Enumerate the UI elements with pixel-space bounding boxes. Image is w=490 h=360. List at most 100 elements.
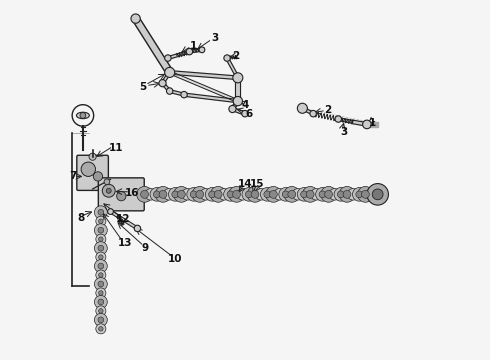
Circle shape: [153, 191, 160, 198]
Circle shape: [282, 191, 289, 198]
Circle shape: [261, 188, 274, 201]
Circle shape: [155, 186, 171, 202]
Polygon shape: [170, 90, 184, 96]
Circle shape: [192, 186, 208, 202]
Polygon shape: [169, 71, 238, 103]
FancyBboxPatch shape: [77, 155, 108, 190]
Text: 1: 1: [368, 118, 376, 128]
Circle shape: [98, 219, 103, 224]
Circle shape: [177, 190, 185, 198]
Text: 13: 13: [118, 238, 132, 248]
Polygon shape: [189, 48, 202, 53]
Circle shape: [242, 188, 256, 201]
Circle shape: [329, 189, 341, 200]
Circle shape: [288, 190, 296, 198]
Circle shape: [284, 186, 300, 202]
Bar: [370, 122, 378, 127]
Circle shape: [199, 47, 205, 53]
Polygon shape: [231, 100, 239, 110]
Circle shape: [219, 189, 230, 200]
Circle shape: [245, 191, 252, 198]
Circle shape: [227, 191, 234, 198]
Polygon shape: [338, 118, 353, 123]
Text: 2: 2: [232, 51, 240, 61]
Circle shape: [274, 189, 285, 200]
Circle shape: [335, 116, 342, 122]
Polygon shape: [168, 50, 190, 59]
Circle shape: [270, 190, 277, 198]
Circle shape: [255, 189, 267, 200]
Text: 14: 14: [238, 179, 252, 189]
Ellipse shape: [76, 112, 89, 119]
Circle shape: [347, 189, 359, 200]
Circle shape: [325, 190, 333, 198]
Circle shape: [292, 189, 304, 200]
Circle shape: [237, 189, 248, 200]
Circle shape: [96, 252, 106, 262]
Polygon shape: [352, 120, 367, 126]
Circle shape: [279, 188, 293, 201]
Circle shape: [98, 210, 104, 215]
Circle shape: [167, 88, 173, 94]
Circle shape: [95, 260, 107, 273]
Circle shape: [95, 242, 107, 255]
Circle shape: [98, 281, 104, 287]
Circle shape: [363, 120, 371, 129]
Circle shape: [104, 179, 110, 185]
Text: 15: 15: [250, 179, 265, 189]
Circle shape: [95, 278, 107, 291]
Circle shape: [190, 191, 197, 198]
Text: 7: 7: [69, 171, 76, 181]
Circle shape: [172, 191, 179, 198]
Circle shape: [117, 192, 126, 201]
Circle shape: [264, 191, 270, 198]
Circle shape: [137, 186, 152, 202]
Circle shape: [306, 190, 314, 198]
Circle shape: [95, 314, 107, 326]
Circle shape: [233, 73, 243, 83]
Text: 4: 4: [241, 100, 249, 110]
Circle shape: [95, 296, 107, 309]
Text: 10: 10: [168, 254, 182, 264]
Circle shape: [93, 172, 102, 181]
Polygon shape: [162, 82, 171, 92]
Circle shape: [98, 299, 104, 305]
Text: 12: 12: [116, 215, 130, 224]
Circle shape: [98, 255, 103, 259]
Circle shape: [362, 190, 369, 198]
Circle shape: [98, 317, 104, 323]
Circle shape: [358, 186, 373, 202]
Circle shape: [302, 186, 318, 202]
Circle shape: [352, 188, 366, 201]
Circle shape: [214, 190, 222, 198]
Circle shape: [266, 186, 281, 202]
Circle shape: [98, 327, 103, 331]
Circle shape: [182, 189, 193, 200]
Circle shape: [98, 273, 103, 277]
Circle shape: [108, 209, 113, 215]
Circle shape: [223, 188, 237, 201]
Circle shape: [372, 189, 383, 200]
Circle shape: [98, 227, 104, 233]
Circle shape: [186, 48, 193, 55]
Circle shape: [205, 188, 219, 201]
Circle shape: [247, 186, 263, 202]
Circle shape: [297, 103, 307, 113]
Circle shape: [96, 270, 106, 280]
Circle shape: [106, 188, 111, 193]
Circle shape: [80, 113, 86, 118]
Circle shape: [98, 309, 103, 313]
Text: 3: 3: [340, 127, 347, 136]
Circle shape: [210, 186, 226, 202]
Circle shape: [102, 184, 115, 197]
FancyBboxPatch shape: [98, 178, 144, 211]
Circle shape: [181, 91, 187, 98]
Text: 3: 3: [211, 33, 218, 43]
Polygon shape: [184, 93, 238, 103]
Circle shape: [316, 188, 329, 201]
Circle shape: [145, 189, 156, 200]
Circle shape: [141, 190, 148, 198]
Text: 2: 2: [324, 105, 331, 115]
Polygon shape: [302, 107, 314, 115]
Circle shape: [98, 291, 103, 295]
